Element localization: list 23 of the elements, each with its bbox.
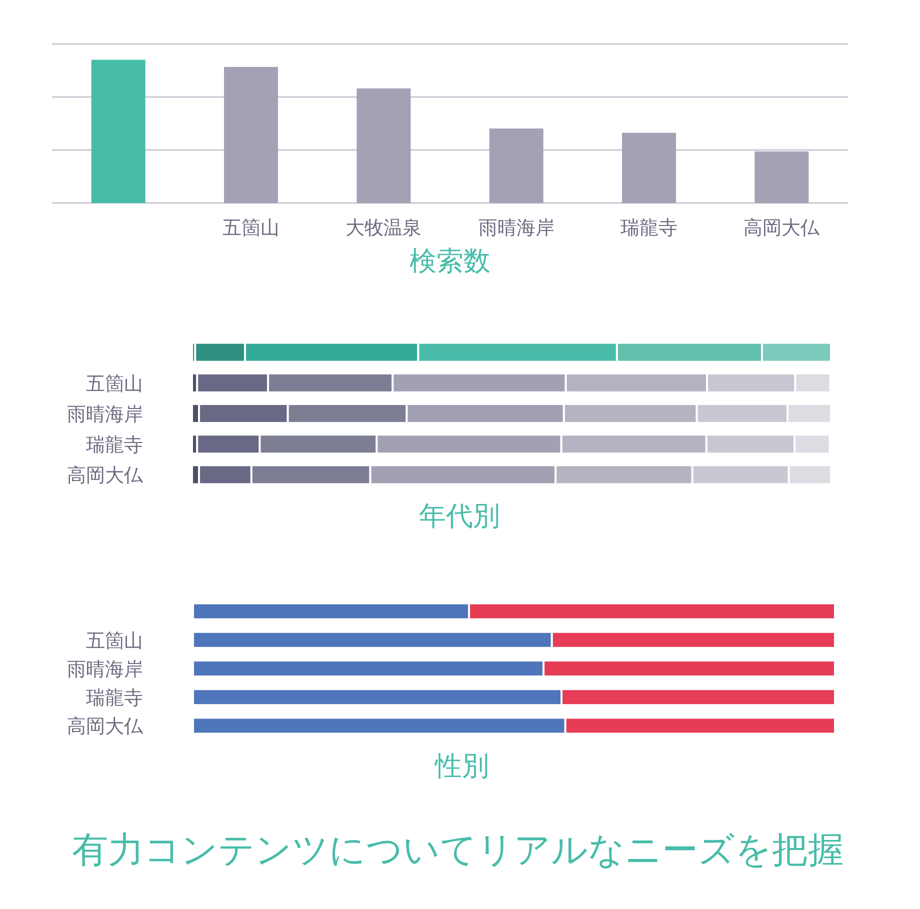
bar [356,88,411,203]
bar [224,66,278,203]
x-tick-label: 瑞龍寺 [620,217,678,239]
text: 年代別 [419,501,500,532]
y-tick-label: 雨晴海岸 [67,658,143,680]
bar [754,151,809,203]
x-tick-label: 高岡大仏 [744,217,821,239]
y-tick-label: 瑞龍寺 [86,687,143,710]
x-tick-label: 大牧温泉 [346,217,422,239]
y-tick-label: 瑞龍寺 [86,434,143,456]
y-tick-label: 雨晴海岸 [67,404,143,426]
y-tick-label: 五箇山 [86,630,143,652]
bar [91,60,146,203]
bar [489,128,544,203]
text: 性別 [434,751,489,782]
y-tick-label: 高岡大仏 [67,716,144,738]
bar [622,132,676,203]
x-axis-title: 検索数 [410,246,490,277]
x-tick-label: 雨晴海岸 [478,217,554,239]
x-tick-label: 五箇山 [222,217,280,239]
y-tick-label: 五箇山 [86,372,143,395]
text: 有力コンテンツについてリアルなニーズを把握 [72,830,844,871]
y-tick-label: 高岡大仏 [67,464,144,487]
